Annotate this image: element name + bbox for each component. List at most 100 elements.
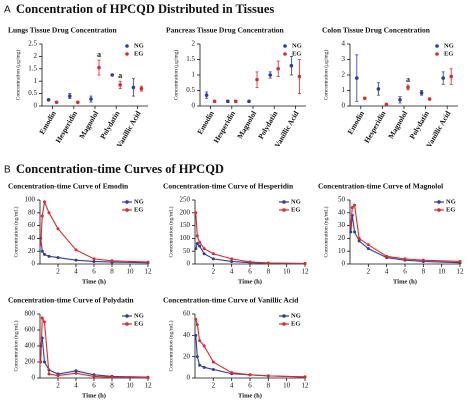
x-tick-label: 10 xyxy=(283,382,291,390)
y-tick-label: 20 xyxy=(183,352,191,360)
legend-label: EG xyxy=(291,206,300,213)
point xyxy=(353,230,357,234)
point xyxy=(43,360,46,364)
legend-label: EG xyxy=(134,206,143,213)
point xyxy=(194,211,198,215)
point xyxy=(76,100,80,105)
y-tick-label: 1 xyxy=(34,77,38,85)
y-tick-label: 0 xyxy=(342,260,346,268)
y-tick-label: 30 xyxy=(338,221,346,229)
point xyxy=(204,93,209,97)
x-tick-label: 2 xyxy=(367,268,371,276)
point xyxy=(266,374,270,378)
y-tick-label: 100 xyxy=(25,196,36,204)
y-tick-label: 60 xyxy=(28,221,36,229)
chart-title: Lungs Tissue Drug Concentration xyxy=(8,26,118,35)
legend-label: EG xyxy=(292,50,301,57)
y-tick-label: 2 xyxy=(342,71,346,79)
point xyxy=(230,371,234,375)
point xyxy=(56,256,60,260)
point xyxy=(198,244,202,248)
legend-marker xyxy=(125,314,129,318)
y-tick-label: 20 xyxy=(28,247,36,255)
y-tick-label: 2 xyxy=(34,52,38,60)
y-axis-label: Concentration (ng/mL) xyxy=(12,206,19,257)
point xyxy=(74,369,78,373)
point xyxy=(110,375,114,379)
legend-label: NG xyxy=(444,42,454,49)
x-axis-label: Time (h) xyxy=(82,278,106,285)
legend-marker xyxy=(282,322,286,326)
panel-label: A xyxy=(4,5,11,16)
point xyxy=(363,96,367,101)
x-tick-label: 6 xyxy=(92,268,96,276)
point xyxy=(195,234,199,238)
series-line xyxy=(40,316,149,379)
chart-title: Colon Tissue Drug Concentration xyxy=(322,26,431,35)
point xyxy=(92,374,96,378)
y-tick-label: 250 xyxy=(180,196,191,204)
y-tick-label: 3 xyxy=(342,55,346,63)
point xyxy=(266,261,270,265)
point xyxy=(139,86,144,91)
y-tick-label: 0.5 xyxy=(28,89,37,97)
point xyxy=(403,257,407,261)
point xyxy=(195,242,199,246)
legend-marker xyxy=(282,314,286,318)
point xyxy=(40,249,44,253)
y-tick-label: 800 xyxy=(25,310,36,318)
point xyxy=(110,73,114,77)
y-axis-label: Concentration (ng/mL) xyxy=(167,206,174,257)
point xyxy=(366,243,370,247)
point xyxy=(202,247,206,251)
point xyxy=(255,77,259,82)
point xyxy=(198,339,202,343)
x-tick-label: 4 xyxy=(74,268,78,276)
series-line xyxy=(350,215,461,264)
x-tick-label: 2 xyxy=(212,382,216,390)
chart-title: Concentration-time Curve of Polydatin xyxy=(8,296,134,305)
point xyxy=(406,85,410,90)
y-tick-label: 150 xyxy=(180,221,191,229)
x-tick-label: 10 xyxy=(127,268,135,276)
chart-title: Concentration-time Curve of Hesperidin xyxy=(163,182,294,191)
point xyxy=(230,259,234,263)
x-tick-label: 2 xyxy=(212,268,216,276)
y-tick-label: 0 xyxy=(187,260,191,268)
x-tick-label: 2 xyxy=(56,382,60,390)
annotation: a xyxy=(406,75,410,84)
y-tick-label: 60 xyxy=(183,310,191,318)
y-tick-label: 1.5 xyxy=(186,55,195,63)
legend-label: NG xyxy=(291,312,301,319)
point xyxy=(384,102,389,107)
point xyxy=(195,355,199,359)
point xyxy=(92,257,96,261)
panel-label: B xyxy=(4,165,11,176)
point xyxy=(92,259,96,263)
point xyxy=(211,360,215,364)
legend-label: NG xyxy=(134,198,144,205)
x-tick-label: 6 xyxy=(92,382,96,390)
x-tick-label: 6 xyxy=(248,382,252,390)
legend-marker xyxy=(437,208,441,212)
y-tick-label: 40 xyxy=(183,331,191,339)
point xyxy=(39,243,43,247)
x-tick-label: 8 xyxy=(267,382,271,390)
legend-label: EG xyxy=(446,206,455,213)
y-tick-label: 40 xyxy=(28,234,36,242)
legend-label: EG xyxy=(291,320,300,327)
x-tick-label: Magnolol xyxy=(235,109,258,140)
point xyxy=(39,360,43,364)
point xyxy=(47,372,51,376)
y-tick-label: 10 xyxy=(338,247,346,255)
legend-marker xyxy=(435,44,439,48)
x-tick-label: 4 xyxy=(230,382,234,390)
y-tick-label: 0 xyxy=(32,374,36,382)
point xyxy=(40,214,44,218)
point xyxy=(226,99,230,104)
point xyxy=(385,254,389,258)
y-axis-label: Concentration (μg/mg) xyxy=(322,50,329,101)
legend-marker xyxy=(125,208,129,212)
point xyxy=(247,99,251,104)
point xyxy=(198,240,202,244)
